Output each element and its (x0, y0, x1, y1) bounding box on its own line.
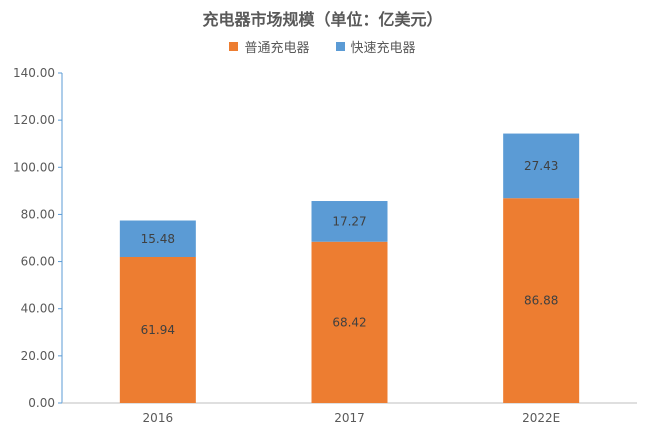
data-label: 61.94 (141, 323, 175, 337)
x-tick-label: 2017 (334, 411, 365, 425)
bar-regular-2016 (119, 256, 196, 403)
data-label: 68.42 (332, 315, 366, 329)
y-tick-label: 80.00 (21, 207, 55, 221)
legend-label-regular: 普通充电器 (244, 41, 310, 56)
y-tick-label: 20.00 (21, 349, 55, 363)
y-tick-label: 140.00 (13, 66, 55, 80)
bar-regular-2022E (503, 198, 580, 403)
chart-title: 充电器市场规模（单位：亿美元） (202, 10, 443, 29)
legend-item-fast: 快速充电器 (335, 37, 416, 56)
y-tick-label: 40.00 (21, 302, 55, 316)
y-tick-label: 60.00 (21, 255, 55, 269)
data-label: 27.43 (524, 159, 558, 173)
legend-label-fast: 快速充电器 (350, 41, 416, 56)
y-tick-label: 0.00 (28, 396, 55, 410)
x-tick-label: 2022E (522, 411, 560, 425)
legend: 普通充电器 快速充电器 (0, 37, 645, 56)
x-tick-label: 2016 (143, 411, 174, 425)
bar-fast-2017 (311, 201, 388, 242)
legend-swatch-fast (335, 42, 345, 51)
bar-fast-2016 (119, 220, 196, 257)
legend-swatch-regular (229, 42, 239, 51)
data-label: 15.48 (141, 232, 175, 246)
data-label: 17.27 (332, 214, 366, 228)
y-tick-label: 120.00 (13, 113, 55, 127)
legend-item-regular: 普通充电器 (229, 37, 310, 56)
bar-fast-2022E (503, 133, 580, 199)
y-tick-label: 100.00 (13, 160, 55, 174)
bar-regular-2017 (311, 241, 388, 403)
data-label: 86.88 (524, 294, 558, 308)
